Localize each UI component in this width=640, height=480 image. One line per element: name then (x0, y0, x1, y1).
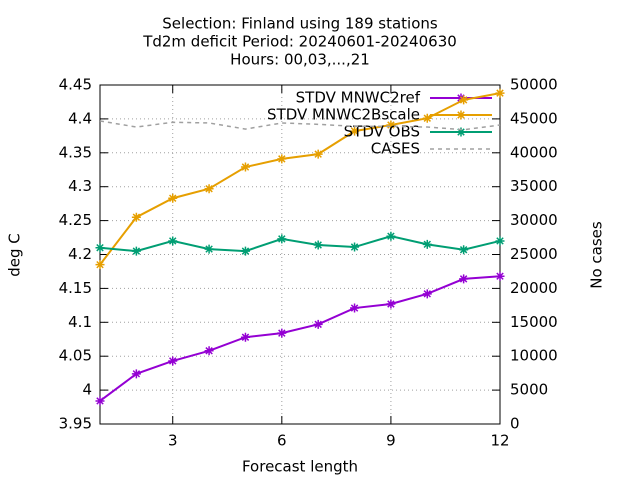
legend-label: STDV MNWC2ref (296, 89, 421, 107)
data-point (495, 88, 505, 98)
y2-axis-label: No cases (588, 221, 606, 289)
y-tick-label: 4.2 (68, 245, 92, 263)
x-tick-label: 9 (386, 432, 396, 450)
chart-title: Selection: Finland using 189 stations (162, 15, 438, 33)
data-point (240, 162, 250, 172)
y2-tick-label: 5000 (510, 381, 548, 399)
data-point (95, 396, 105, 406)
data-point (131, 246, 141, 256)
x-tick-label: 12 (490, 432, 509, 450)
series-line (99, 235, 501, 253)
data-point (277, 154, 287, 164)
data-point (313, 149, 323, 159)
y2-tick-label: 20000 (510, 279, 558, 297)
legend-label: CASES (371, 140, 420, 158)
data-point (313, 319, 323, 329)
y2-tick-label: 30000 (510, 211, 558, 229)
data-point (277, 328, 287, 338)
data-point (495, 271, 505, 281)
legend-label: STDV MNWC2Bscale (267, 106, 420, 124)
data-point (204, 244, 214, 254)
plot-border (99, 84, 501, 425)
series-line (99, 120, 501, 131)
y-tick-label: 3.95 (59, 415, 92, 433)
y2-tick-label: 10000 (510, 347, 558, 365)
data-point (422, 239, 432, 249)
y-tick-label: 4.45 (59, 76, 92, 94)
data-point (313, 240, 323, 250)
y2-tick-label: 45000 (510, 109, 558, 127)
data-point (386, 231, 396, 241)
y-tick-label: 4.25 (59, 211, 92, 229)
y2-tick-label: 35000 (510, 177, 558, 195)
data-point (131, 369, 141, 379)
data-point (204, 346, 214, 356)
y-tick-label: 4.1 (68, 313, 92, 331)
y2-tick-label: 25000 (510, 245, 558, 263)
series-line (99, 275, 501, 402)
x-axis-label: Forecast length (242, 458, 358, 476)
data-point (350, 242, 360, 252)
data-point (422, 113, 432, 123)
data-point (459, 274, 469, 284)
y2-tick-label: 0 (510, 415, 520, 433)
data-point (422, 289, 432, 299)
data-point (495, 236, 505, 246)
data-point (95, 243, 105, 253)
data-point (240, 332, 250, 342)
y-tick-label: 4.3 (68, 177, 92, 195)
chart-title: Hours: 00,03,...,21 (230, 51, 370, 69)
data-point (350, 126, 360, 136)
y2-tick-label: 15000 (510, 313, 558, 331)
y-tick-label: 4.05 (59, 347, 92, 365)
data-point (131, 212, 141, 222)
y2-tick-label: 40000 (510, 143, 558, 161)
y-tick-label: 4 (82, 381, 92, 399)
chart-title: Td2m deficit Period: 20240601-20240630 (142, 33, 457, 51)
data-point (386, 299, 396, 309)
data-point (277, 234, 287, 244)
data-point (168, 236, 178, 246)
y-tick-label: 4.35 (59, 143, 92, 161)
legend-marker (456, 110, 466, 120)
data-point (95, 260, 105, 270)
data-point (240, 246, 250, 256)
x-tick-label: 6 (277, 432, 287, 450)
data-point (459, 245, 469, 255)
data-point (386, 120, 396, 130)
y-axis-label: deg C (6, 233, 24, 277)
data-point (168, 356, 178, 366)
data-point (168, 193, 178, 203)
data-point (204, 184, 214, 194)
y-tick-label: 4.15 (59, 279, 92, 297)
legend-marker (456, 127, 466, 137)
data-point (350, 303, 360, 313)
y-tick-label: 4.4 (68, 109, 92, 127)
y2-tick-label: 50000 (510, 76, 558, 94)
x-tick-label: 3 (168, 432, 178, 450)
legend-label: STDV OBS (344, 123, 420, 141)
data-point (459, 95, 469, 105)
